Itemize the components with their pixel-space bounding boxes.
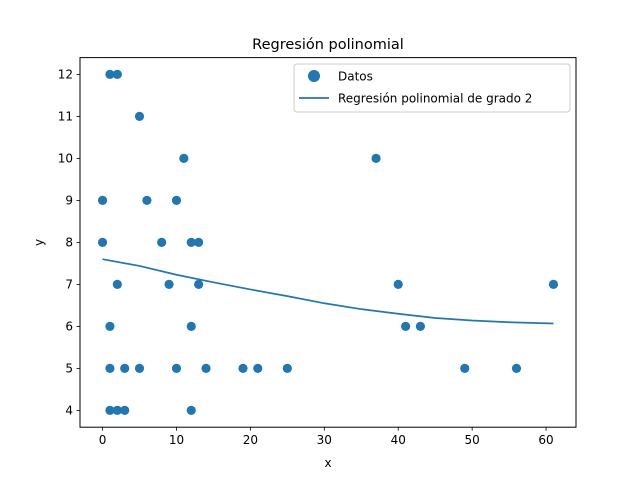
data-point — [393, 279, 403, 289]
data-point — [171, 195, 182, 205]
axes-frame — [79, 57, 577, 428]
data-point — [548, 279, 559, 289]
data-point — [134, 111, 145, 121]
data-point — [97, 237, 108, 247]
regression-line — [102, 258, 554, 325]
x-tick-label: 10 — [169, 433, 184, 447]
plot-area: 0 10 20 30 40 50 60 4 5 6 7 8 9 10 11 12 — [58, 68, 559, 447]
data-point — [120, 405, 130, 415]
y-tick-label: 8 — [65, 236, 73, 250]
x-tick-label: 30 — [317, 433, 332, 447]
data-point — [194, 237, 204, 247]
data-point — [105, 321, 115, 331]
data-point — [171, 363, 182, 373]
data-point — [238, 363, 248, 373]
data-point — [112, 69, 122, 79]
x-tick-label: 20 — [243, 433, 258, 447]
data-point — [186, 405, 196, 415]
y-tick-label: 11 — [58, 110, 73, 124]
x-tick-label: 60 — [538, 433, 553, 447]
data-point — [112, 405, 122, 415]
data-point — [105, 363, 115, 373]
data-point — [157, 237, 167, 247]
data-point — [511, 363, 522, 373]
y-tick-label: 7 — [65, 278, 73, 292]
data-point — [415, 321, 425, 331]
data-point — [97, 195, 108, 205]
data-point — [112, 279, 122, 289]
x-tick-label: 0 — [99, 433, 107, 447]
chart-title: Regresión polinomial — [252, 37, 404, 53]
y-tick-label: 9 — [65, 194, 73, 208]
data-point — [142, 195, 152, 205]
data-point — [120, 363, 130, 373]
y-tick-label: 10 — [58, 152, 73, 166]
data-point — [186, 321, 196, 331]
y-axis-label: y — [32, 239, 46, 246]
data-point — [105, 405, 115, 415]
data-point — [194, 279, 204, 289]
data-point — [164, 279, 174, 289]
legend-label-regression: Regresión polinomial de grado 2 — [338, 92, 532, 106]
data-point — [179, 153, 189, 163]
data-point — [253, 363, 263, 373]
legend-marker-datos — [308, 70, 320, 82]
data-point — [282, 363, 292, 373]
data-point — [460, 363, 470, 373]
x-axis-label: x — [324, 456, 331, 470]
legend-label-datos: Datos — [338, 70, 373, 84]
data-point — [186, 237, 196, 247]
y-tick-label: 4 — [65, 404, 73, 418]
data-point — [401, 321, 411, 331]
data-point — [105, 69, 115, 79]
data-point — [134, 363, 145, 373]
x-tick-label: 50 — [465, 433, 480, 447]
y-tick-label: 6 — [65, 320, 73, 334]
data-point — [371, 153, 381, 163]
y-tick-label: 5 — [65, 362, 73, 376]
legend-box — [293, 63, 571, 113]
data-point — [201, 363, 211, 373]
legend: Datos Regresión polinomial de grado 2 — [293, 63, 571, 113]
x-tick-label: 40 — [391, 433, 406, 447]
y-tick-label: 12 — [58, 68, 73, 82]
